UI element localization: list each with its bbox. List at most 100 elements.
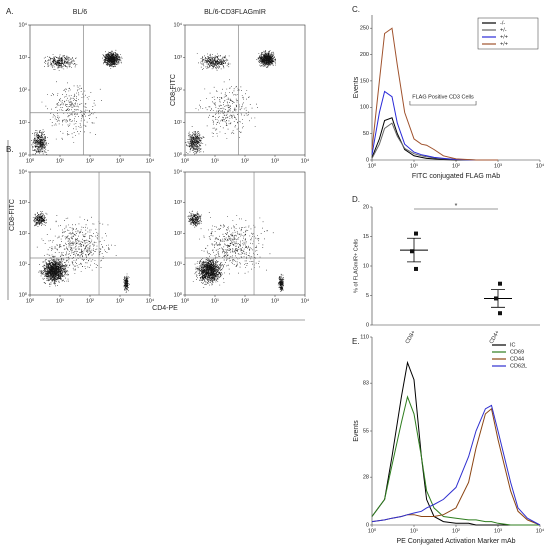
plot-frame [29, 24, 151, 156]
chart-title: BL/6 [73, 9, 88, 16]
x-axis-label: FITC conjugated FLAG mAb [412, 173, 500, 180]
x-tick-label: 10² [452, 528, 460, 534]
series-line [371, 27, 498, 161]
x-tick-label: 10³ [116, 298, 124, 304]
series-line [371, 90, 498, 161]
legend-label: IC [510, 342, 516, 348]
event-density [31, 49, 123, 155]
y-tick-label: 10⁴ [174, 168, 183, 175]
x-tick-label: 10⁰ [368, 162, 377, 169]
series-line [371, 395, 540, 526]
y-tick-label: 0 [366, 522, 369, 528]
x-axis-label: CD4-PE [152, 305, 178, 312]
x-tick-label: 10² [241, 298, 249, 304]
y-axis-label: % of FLAGmIR+ Cells [353, 239, 359, 293]
y-tick-label: 10⁴ [174, 21, 183, 28]
x-tick-label: 10⁰ [26, 297, 35, 304]
y-axis-label: Events [353, 420, 360, 442]
y-tick-label: 15 [363, 234, 369, 240]
y-tick-label: 0 [366, 157, 369, 163]
y-tick-label: 10⁴ [19, 21, 28, 28]
x-tick-label: 10³ [271, 158, 279, 164]
x-tick-label: 10⁴ [536, 162, 545, 169]
y-tick-label: 10⁰ [174, 151, 183, 158]
series-line [371, 122, 498, 161]
y-axis-label: CD8-FITC [170, 74, 177, 106]
x-tick-label: 10¹ [211, 158, 219, 164]
x-tick-label: 10⁰ [368, 527, 377, 534]
x-tick-label: 10⁰ [181, 157, 190, 164]
x-tick-label: 10² [241, 158, 249, 164]
y-tick-label: 0 [366, 322, 369, 328]
axes [371, 207, 540, 326]
chart-title: BL/6-CD3FLAGmIR [204, 9, 266, 16]
y-tick-label: 250 [360, 26, 369, 32]
x-tick-label: 10⁴ [146, 157, 155, 164]
data-point [414, 231, 418, 236]
x-tick-label: 10³ [494, 163, 502, 169]
y-tick-label: 10² [174, 231, 182, 237]
series-line [371, 404, 541, 526]
x-tick-label: 10³ [271, 298, 279, 304]
y-tick-label: 10⁰ [19, 291, 28, 298]
x-tick-label: 10¹ [410, 163, 418, 169]
panel-label: D. [352, 195, 360, 204]
legend-label: -/- [500, 20, 505, 26]
x-tick-label: 10² [86, 298, 94, 304]
axes [371, 15, 540, 161]
y-tick-label: 10³ [19, 55, 27, 61]
y-axis-label: CD8-FITC [9, 199, 16, 231]
event-density [32, 211, 130, 293]
data-point [494, 296, 498, 301]
y-tick-label: 10² [174, 87, 182, 93]
panel-label: E. [352, 337, 360, 346]
data-point [410, 249, 414, 254]
x-tick-label: 10⁰ [181, 297, 190, 304]
y-tick-label: 5 [366, 293, 369, 299]
legend-label: CD62L [510, 363, 527, 369]
x-tick-label: CD8+ [405, 330, 417, 345]
x-tick-label: 10² [86, 158, 94, 164]
legend-box [477, 17, 539, 50]
panel-label: A. [6, 7, 14, 16]
annotation-bracket [409, 101, 477, 106]
y-tick-label: 10³ [174, 200, 182, 206]
x-tick-label: 10⁴ [146, 297, 155, 304]
y-tick-label: 10⁰ [174, 291, 183, 298]
series-line [371, 117, 498, 161]
x-tick-label: 10¹ [56, 298, 64, 304]
y-tick-label: 10² [19, 231, 27, 237]
data-point [498, 311, 502, 316]
x-tick-label: 10² [452, 163, 460, 169]
x-tick-label: 10¹ [211, 298, 219, 304]
y-tick-label: 10¹ [174, 262, 182, 268]
x-tick-label: 10⁴ [301, 297, 310, 304]
x-tick-label: 10¹ [56, 158, 64, 164]
x-tick-label: 10⁴ [301, 157, 310, 164]
x-tick-label: 10³ [116, 158, 124, 164]
x-tick-label: CD4+ [489, 330, 501, 345]
legend-label: CD44 [510, 356, 524, 362]
legend-label: +/- [500, 27, 507, 33]
y-tick-label: 20 [363, 204, 369, 210]
y-tick-label: 100 [360, 105, 369, 111]
y-tick-label: 10³ [174, 55, 182, 61]
y-tick-label: 50 [363, 131, 369, 137]
y-tick-label: 10² [19, 87, 27, 93]
y-tick-label: 150 [360, 78, 369, 84]
y-tick-label: 55 [363, 428, 369, 434]
significance-mark: * [455, 203, 458, 210]
x-tick-label: 10¹ [410, 528, 418, 534]
y-tick-label: 28 [363, 475, 369, 481]
y-tick-label: 10⁴ [19, 168, 28, 175]
legend-label: +/+ [500, 41, 508, 47]
legend-label: +/+ [500, 34, 508, 40]
panel-label: B. [6, 145, 14, 154]
x-tick-label: 10⁰ [26, 157, 35, 164]
y-tick-label: 10¹ [19, 262, 27, 268]
panel-label: C. [352, 5, 360, 14]
plot-frame [184, 24, 306, 156]
data-point [414, 266, 418, 271]
y-tick-label: 10⁰ [19, 151, 28, 158]
